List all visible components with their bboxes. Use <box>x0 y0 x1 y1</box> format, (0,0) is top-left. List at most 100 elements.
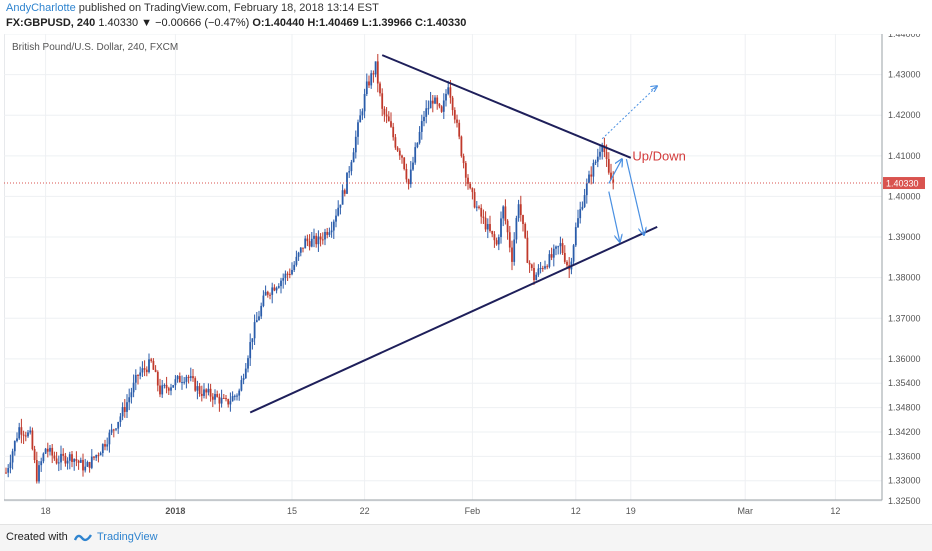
candle-body <box>434 97 436 104</box>
candle-body <box>9 462 12 469</box>
candle-body <box>343 190 346 194</box>
candle-body <box>152 360 155 370</box>
candle-body <box>348 171 351 173</box>
candle-body <box>174 379 177 386</box>
candle-body <box>491 230 494 235</box>
candle-body <box>354 136 357 153</box>
candle-body <box>93 456 95 458</box>
x-tick-label: Mar <box>737 506 753 516</box>
x-tick-label: 12 <box>830 506 840 516</box>
candle-body <box>143 368 146 370</box>
candle-body <box>603 145 606 153</box>
candle-body <box>176 375 179 380</box>
candle-body <box>574 227 577 246</box>
y-tick-label: 1.39000 <box>888 232 921 242</box>
candle-body <box>537 268 540 275</box>
lower-trendline <box>249 225 658 414</box>
candle-body <box>273 287 276 291</box>
candle-body <box>431 100 434 104</box>
y-tick-label: 1.42000 <box>888 110 921 120</box>
candle-body <box>159 385 161 395</box>
candle-body <box>605 152 608 160</box>
candle-body <box>337 207 340 216</box>
up-down-annotation: Up/Down <box>632 149 685 164</box>
candle-body <box>141 368 144 373</box>
publish-line: AndyCharlotte published on TradingView.c… <box>6 2 379 14</box>
candle-body <box>291 269 293 275</box>
candle-body <box>299 247 302 253</box>
x-tick-label: 15 <box>287 506 297 516</box>
candle-body <box>119 416 122 423</box>
candle-body <box>295 256 298 265</box>
candle-body <box>258 316 260 321</box>
candle-body <box>332 221 335 231</box>
candle-body <box>330 230 333 233</box>
candle-body <box>49 447 51 452</box>
candle-body <box>260 305 263 317</box>
tradingview-brand-link[interactable]: TradingView <box>97 531 158 543</box>
candle-body <box>519 204 522 216</box>
candle-body <box>405 168 408 180</box>
candle-body <box>306 238 309 242</box>
price-change: 1.40330 ▼ −0.00666 (−0.47%) <box>98 17 250 29</box>
candle-body <box>581 206 584 210</box>
candle-body <box>535 274 538 281</box>
candle-body <box>478 206 480 208</box>
candle-body <box>442 100 445 112</box>
candle-body <box>460 136 463 157</box>
candle-body <box>266 291 269 295</box>
y-tick-label: 1.38000 <box>888 273 921 283</box>
candle-body <box>150 359 153 361</box>
candle-body <box>429 100 432 109</box>
candle-body <box>35 459 38 482</box>
candle-body <box>231 396 234 402</box>
candle-body <box>79 459 82 463</box>
candle-body <box>508 232 511 248</box>
x-tick-label: Feb <box>465 506 481 516</box>
candle-body <box>438 103 441 107</box>
move-arrow <box>608 191 620 242</box>
candle-body <box>13 441 16 452</box>
candle-body <box>315 235 318 245</box>
candle-body <box>398 150 401 156</box>
candle-body <box>154 369 157 372</box>
candle-body <box>341 190 344 205</box>
author-link[interactable]: AndyCharlotte <box>6 2 76 14</box>
symbol-label[interactable]: FX:GBPUSD, 240 <box>6 17 96 29</box>
candle-body <box>33 449 36 460</box>
candle-body <box>288 273 291 275</box>
candle-body <box>359 115 362 123</box>
candle-body <box>236 395 238 397</box>
candle-body <box>451 97 454 111</box>
candle-body <box>90 456 93 468</box>
candle-body <box>482 216 485 218</box>
candle-body <box>216 394 219 397</box>
candle-body <box>515 218 518 240</box>
candle-body <box>607 159 610 173</box>
candle-body <box>548 254 551 267</box>
candle-body <box>319 236 322 240</box>
candle-body <box>95 455 98 458</box>
chart-area[interactable]: 1.44000 1.43000 1.42000 1.41000 1.40000 1.390… <box>4 34 926 524</box>
candle-body <box>66 460 69 464</box>
tradingview-logo-icon[interactable] <box>74 530 92 544</box>
candle-body <box>117 422 120 429</box>
candle-body <box>447 87 450 94</box>
candle-body <box>469 183 472 189</box>
candle-body <box>456 119 458 123</box>
candle-body <box>137 374 139 376</box>
candle-body <box>379 83 381 94</box>
candle-body <box>244 368 247 379</box>
candle-body <box>440 106 443 112</box>
candle-body <box>123 407 126 412</box>
candle-body <box>370 73 373 86</box>
candle-body <box>139 372 142 376</box>
candle-body <box>97 455 100 457</box>
candle-body <box>233 395 236 397</box>
candle-body <box>205 389 208 393</box>
candle-body <box>418 131 421 143</box>
candle-body <box>335 215 337 222</box>
x-tick-label: 18 <box>41 506 51 516</box>
candlestick-chart[interactable]: 1.44000 1.43000 1.42000 1.41000 1.40000 1.390… <box>4 34 926 524</box>
candle-body <box>115 428 117 430</box>
